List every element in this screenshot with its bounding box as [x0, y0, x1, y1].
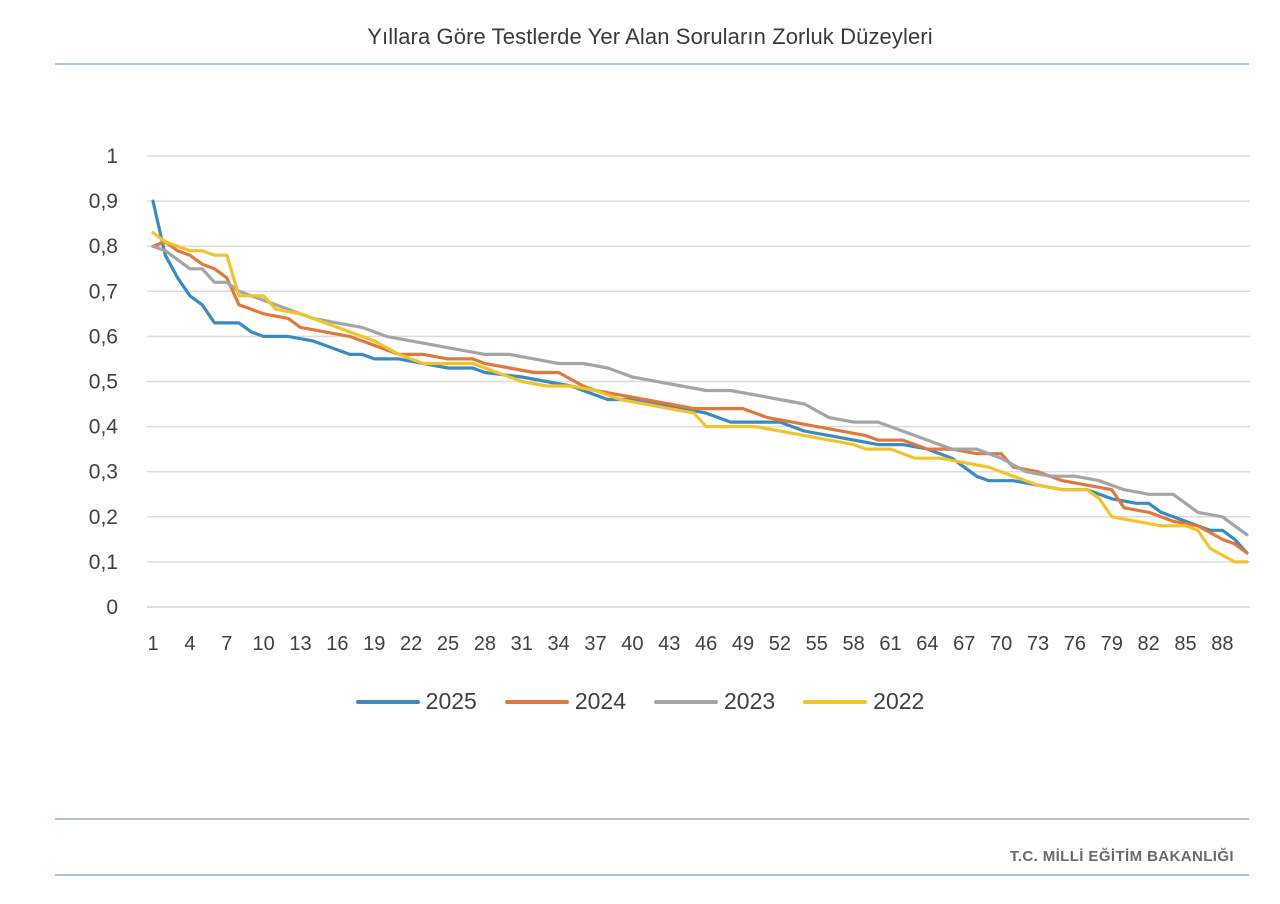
legend-item-2023: 2023: [654, 688, 775, 715]
x-tick-label: 64: [916, 633, 938, 655]
y-tick-label: 0,3: [89, 461, 118, 484]
series-line-2023: [151, 244, 1249, 537]
y-tick-label: 0,8: [89, 235, 118, 258]
legend-label: 2024: [574, 688, 626, 714]
x-tick-label: 7: [221, 633, 232, 655]
x-tick-label: 1: [147, 633, 158, 655]
legend-swatch: [504, 699, 569, 704]
x-tick-label: 4: [184, 633, 195, 655]
legend-item-2025: 2025: [355, 688, 477, 715]
x-tick-label: 16: [326, 633, 348, 655]
x-tick-label: 31: [511, 633, 533, 655]
x-tick-label: 46: [695, 633, 717, 655]
legend-item-2022: 2022: [803, 688, 924, 715]
y-tick-label: 0,4: [89, 416, 119, 439]
chart-title: Yıllara Göre Testlerde Yer Alan Soruları…: [367, 24, 933, 49]
legend-swatch: [654, 699, 718, 704]
bottom-divider: [55, 874, 1249, 876]
x-tick-label: 10: [253, 633, 275, 655]
y-tick-label: 0,5: [89, 371, 118, 394]
footer-source: T.C. MİLLİ EĞİTİM BAKANLIĞI: [1009, 848, 1234, 865]
x-tick-label: 49: [732, 633, 754, 655]
x-tick-label: 79: [1101, 633, 1123, 655]
y-tick-label: 1: [106, 145, 118, 168]
legend-item-2024: 2024: [504, 688, 626, 715]
x-tick-label: 28: [474, 633, 496, 655]
x-tick-label: 55: [806, 633, 828, 655]
legend-swatch: [803, 699, 868, 704]
y-tick-label: 0,7: [89, 280, 118, 303]
x-tick-label: 58: [843, 633, 865, 655]
y-tick-label: 0: [106, 596, 118, 619]
y-tick-label: 0,6: [89, 325, 118, 348]
x-tick-label: 88: [1211, 633, 1233, 655]
x-tick-label: 82: [1138, 633, 1160, 655]
x-tick-label: 34: [548, 633, 570, 655]
x-tick-label: 73: [1027, 633, 1049, 655]
legend-label: 2023: [724, 688, 776, 714]
legend-label: 2022: [873, 688, 925, 714]
y-tick-label: 0,2: [89, 506, 118, 529]
middle-divider: [55, 818, 1249, 820]
x-tick-label: 67: [953, 633, 975, 655]
y-tick-label: 0,1: [89, 551, 118, 574]
x-tick-label: 37: [584, 633, 606, 655]
x-tick-label: 70: [990, 633, 1012, 655]
chart-legend: 2025 2024 2023 2022: [0, 688, 1280, 715]
x-tick-label: 13: [289, 633, 311, 655]
x-tick-label: 52: [769, 633, 791, 655]
top-divider: [55, 63, 1249, 65]
series-line-2022: [151, 231, 1249, 564]
x-tick-label: 40: [621, 633, 643, 655]
x-tick-label: 43: [658, 633, 680, 655]
series-line-2025: [151, 199, 1249, 555]
y-tick-label: 0,9: [89, 190, 118, 213]
x-tick-label: 19: [363, 633, 385, 655]
legend-swatch: [355, 699, 420, 704]
series-line-2024: [151, 240, 1249, 555]
x-tick-label: 76: [1064, 633, 1086, 655]
legend-label: 2025: [425, 688, 477, 714]
x-tick-label: 22: [400, 633, 422, 655]
x-tick-label: 85: [1174, 633, 1196, 655]
x-tick-label: 61: [879, 633, 901, 655]
x-tick-label: 25: [437, 633, 459, 655]
